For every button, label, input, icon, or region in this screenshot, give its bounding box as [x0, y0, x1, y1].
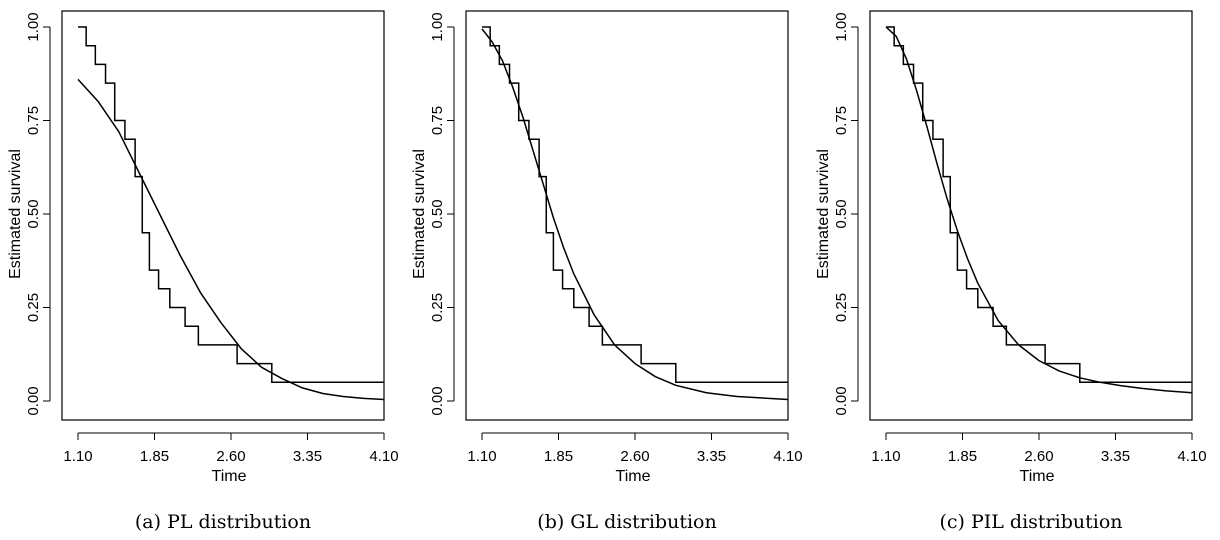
panel-caption: (c) PIL distribution — [939, 511, 1122, 533]
y-tick-label: 0.50 — [833, 199, 850, 228]
x-tick-label: 1.10 — [871, 448, 900, 465]
y-tick-label: 0.75 — [429, 106, 446, 135]
x-tick-label: 4.10 — [369, 448, 398, 465]
plot-frame — [465, 10, 789, 421]
y-tick-label: 0.50 — [25, 199, 42, 228]
x-tick-label: 1.10 — [63, 448, 92, 465]
x-tick-label: 1.85 — [140, 448, 169, 465]
y-tick-label: 1.00 — [429, 12, 446, 41]
kaplan-meier-step-line — [78, 26, 384, 384]
y-axis-title: Estimated survival — [815, 149, 832, 279]
y-axis-title: Estimated survival — [7, 149, 24, 279]
panel-caption: (b) GL distribution — [537, 511, 716, 533]
kaplan-meier-step-line — [482, 26, 788, 384]
x-tick-label: 1.85 — [544, 448, 573, 465]
chart-panel: 0.00 0.25 0.50 0.75 1.00 1.10 1.85 2.60 3.35 4.10… — [7, 10, 399, 533]
plot-frame — [61, 10, 385, 421]
x-tick-label: 2.60 — [620, 448, 649, 465]
y-tick-label: 0.25 — [833, 293, 850, 322]
y-tick-label: 0.00 — [833, 386, 850, 415]
x-tick-label: 3.35 — [697, 448, 726, 465]
x-tick-label: 4.10 — [773, 448, 802, 465]
plot-frame — [869, 10, 1193, 421]
fitted-survival-curve — [77, 78, 385, 401]
chart-panel: 0.00 0.25 0.50 0.75 1.00 1.10 1.85 2.60 3.35 4.10… — [411, 10, 803, 533]
y-tick-label: 0.75 — [833, 106, 850, 135]
y-tick-label: 1.00 — [25, 12, 42, 41]
y-tick-label: 0.50 — [429, 199, 446, 228]
x-tick-label: 4.10 — [1177, 448, 1206, 465]
y-tick-label: 0.00 — [429, 386, 446, 415]
x-tick-label: 3.35 — [1101, 448, 1130, 465]
x-axis-title: Time — [212, 468, 247, 485]
x-tick-label: 2.60 — [216, 448, 245, 465]
fitted-survival-curve — [885, 26, 1193, 394]
chart-panel: 0.00 0.25 0.50 0.75 1.00 1.10 1.85 2.60 3.35 4.10… — [815, 10, 1207, 533]
y-axis-title: Estimated survival — [411, 149, 428, 279]
panel-caption: (a) PL distribution — [135, 511, 311, 533]
x-axis-title: Time — [1020, 468, 1055, 485]
y-tick-label: 1.00 — [833, 12, 850, 41]
fitted-survival-curve — [481, 28, 789, 401]
x-tick-label: 1.85 — [948, 448, 977, 465]
kaplan-meier-step-line — [886, 26, 1192, 384]
x-tick-label: 3.35 — [293, 448, 322, 465]
y-tick-label: 0.25 — [25, 293, 42, 322]
y-tick-label: 0.75 — [25, 106, 42, 135]
x-axis-title: Time — [616, 468, 651, 485]
y-tick-label: 0.25 — [429, 293, 446, 322]
x-tick-label: 2.60 — [1024, 448, 1053, 465]
x-tick-label: 1.10 — [467, 448, 496, 465]
y-tick-label: 0.00 — [25, 386, 42, 415]
